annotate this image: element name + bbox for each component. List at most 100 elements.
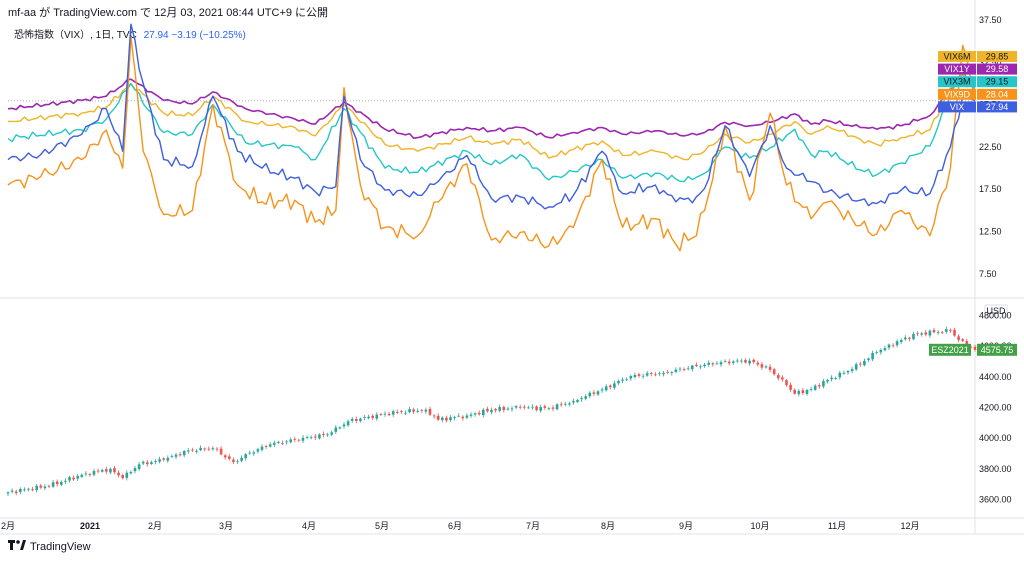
candle-body	[252, 452, 256, 454]
candle-body	[764, 366, 768, 368]
candle-body	[904, 337, 907, 340]
candle-body	[178, 454, 182, 456]
candle-body	[486, 408, 489, 412]
candle-body	[473, 413, 477, 415]
candle-body	[936, 332, 940, 333]
candle-body	[834, 378, 837, 379]
candle-body	[375, 414, 379, 419]
candle-body	[547, 408, 551, 410]
candle-body	[35, 485, 38, 491]
candle-body	[600, 389, 604, 391]
candle-body	[109, 468, 112, 473]
candle-body	[72, 477, 75, 480]
candle-body	[387, 413, 391, 416]
series-name-tag-vix1y	[938, 63, 976, 75]
month-tick: 3月	[219, 521, 233, 531]
candle-body	[740, 360, 743, 362]
candle-body	[744, 360, 747, 363]
candle-body	[182, 451, 186, 456]
candle-body	[330, 432, 333, 435]
year-tick: 2021	[80, 521, 100, 531]
candle-body	[682, 369, 686, 370]
candle-body	[408, 409, 411, 413]
candle-body	[899, 339, 903, 342]
candle-body	[166, 457, 170, 461]
candle-body	[100, 470, 104, 472]
candle-body	[60, 481, 63, 485]
candle-body	[461, 416, 465, 419]
candle-body	[596, 391, 600, 395]
es-value-label: 4575.75	[981, 345, 1014, 355]
candle-body	[191, 449, 194, 451]
candle-body	[912, 333, 915, 340]
tradingview-logo-icon	[8, 540, 26, 553]
legend-title: 恐怖指数（VIX）, 1日, TVC	[14, 30, 137, 41]
candle-body	[498, 407, 501, 411]
candle-body	[695, 364, 698, 367]
candle-body	[457, 415, 460, 417]
candle-body	[436, 415, 440, 420]
candle-body	[223, 455, 227, 458]
candle-body	[502, 407, 506, 410]
candle-body	[756, 362, 760, 365]
candle-body	[809, 389, 813, 390]
candle-body	[916, 333, 919, 335]
series-name-label: VIX9D	[944, 89, 971, 99]
candle-body	[867, 358, 870, 360]
candle-body	[174, 454, 178, 457]
candle-body	[51, 482, 55, 487]
candle-body	[27, 488, 30, 490]
candle-body	[629, 376, 633, 379]
candle-body	[264, 446, 268, 447]
candle-body	[510, 408, 514, 410]
candle-body	[719, 362, 723, 365]
candle-body	[314, 436, 317, 438]
series-line-vix	[7, 23, 976, 210]
series-name-label: VIX6M	[943, 52, 970, 62]
candle-body	[805, 390, 809, 394]
candle-body	[674, 369, 678, 372]
candle-body	[945, 329, 948, 332]
candle-body	[133, 468, 137, 472]
candle-body	[555, 404, 559, 410]
candle-body	[691, 365, 694, 370]
candle-body	[248, 452, 251, 454]
candle-body	[732, 361, 735, 363]
candle-body	[23, 489, 26, 491]
publish-line: mf-aa が TradingView.com で 12月 03, 2021 0…	[8, 7, 329, 19]
candle-body	[240, 457, 243, 461]
candle-body	[236, 460, 239, 462]
candle-body	[895, 341, 899, 346]
candle-body	[404, 412, 407, 414]
candle-body	[10, 490, 14, 492]
es-y-tick: 3800.00	[979, 464, 1012, 474]
candle-body	[39, 485, 43, 488]
candle-body	[813, 385, 817, 390]
candle-body	[346, 421, 350, 426]
candle-body	[465, 415, 469, 418]
footer-brand-label: TradingView	[30, 540, 91, 553]
candle-body	[686, 368, 690, 370]
candle-body	[256, 449, 260, 452]
candle-body	[88, 474, 92, 475]
usd-unit-badge	[984, 304, 1008, 318]
candle-body	[244, 454, 247, 459]
legend-value: 27.94 −3.19 (−10.25%)	[143, 30, 246, 41]
candle-body	[654, 374, 657, 376]
month-tick: 2月	[1, 521, 15, 531]
candle-body	[932, 330, 936, 333]
candle-body	[64, 480, 67, 482]
candle-body	[400, 411, 403, 412]
footer-brand[interactable]: TradingView	[8, 540, 91, 553]
candle-body	[781, 377, 784, 380]
candle-body	[633, 375, 637, 377]
candle-body	[170, 456, 174, 457]
candle-body	[957, 336, 960, 340]
candle-body	[359, 418, 362, 422]
candle-body	[80, 474, 84, 477]
candle-body	[551, 407, 555, 409]
series-value-label: 29.15	[986, 77, 1009, 87]
series-name-label: VIX3M	[943, 77, 970, 87]
candle-body	[736, 360, 739, 362]
